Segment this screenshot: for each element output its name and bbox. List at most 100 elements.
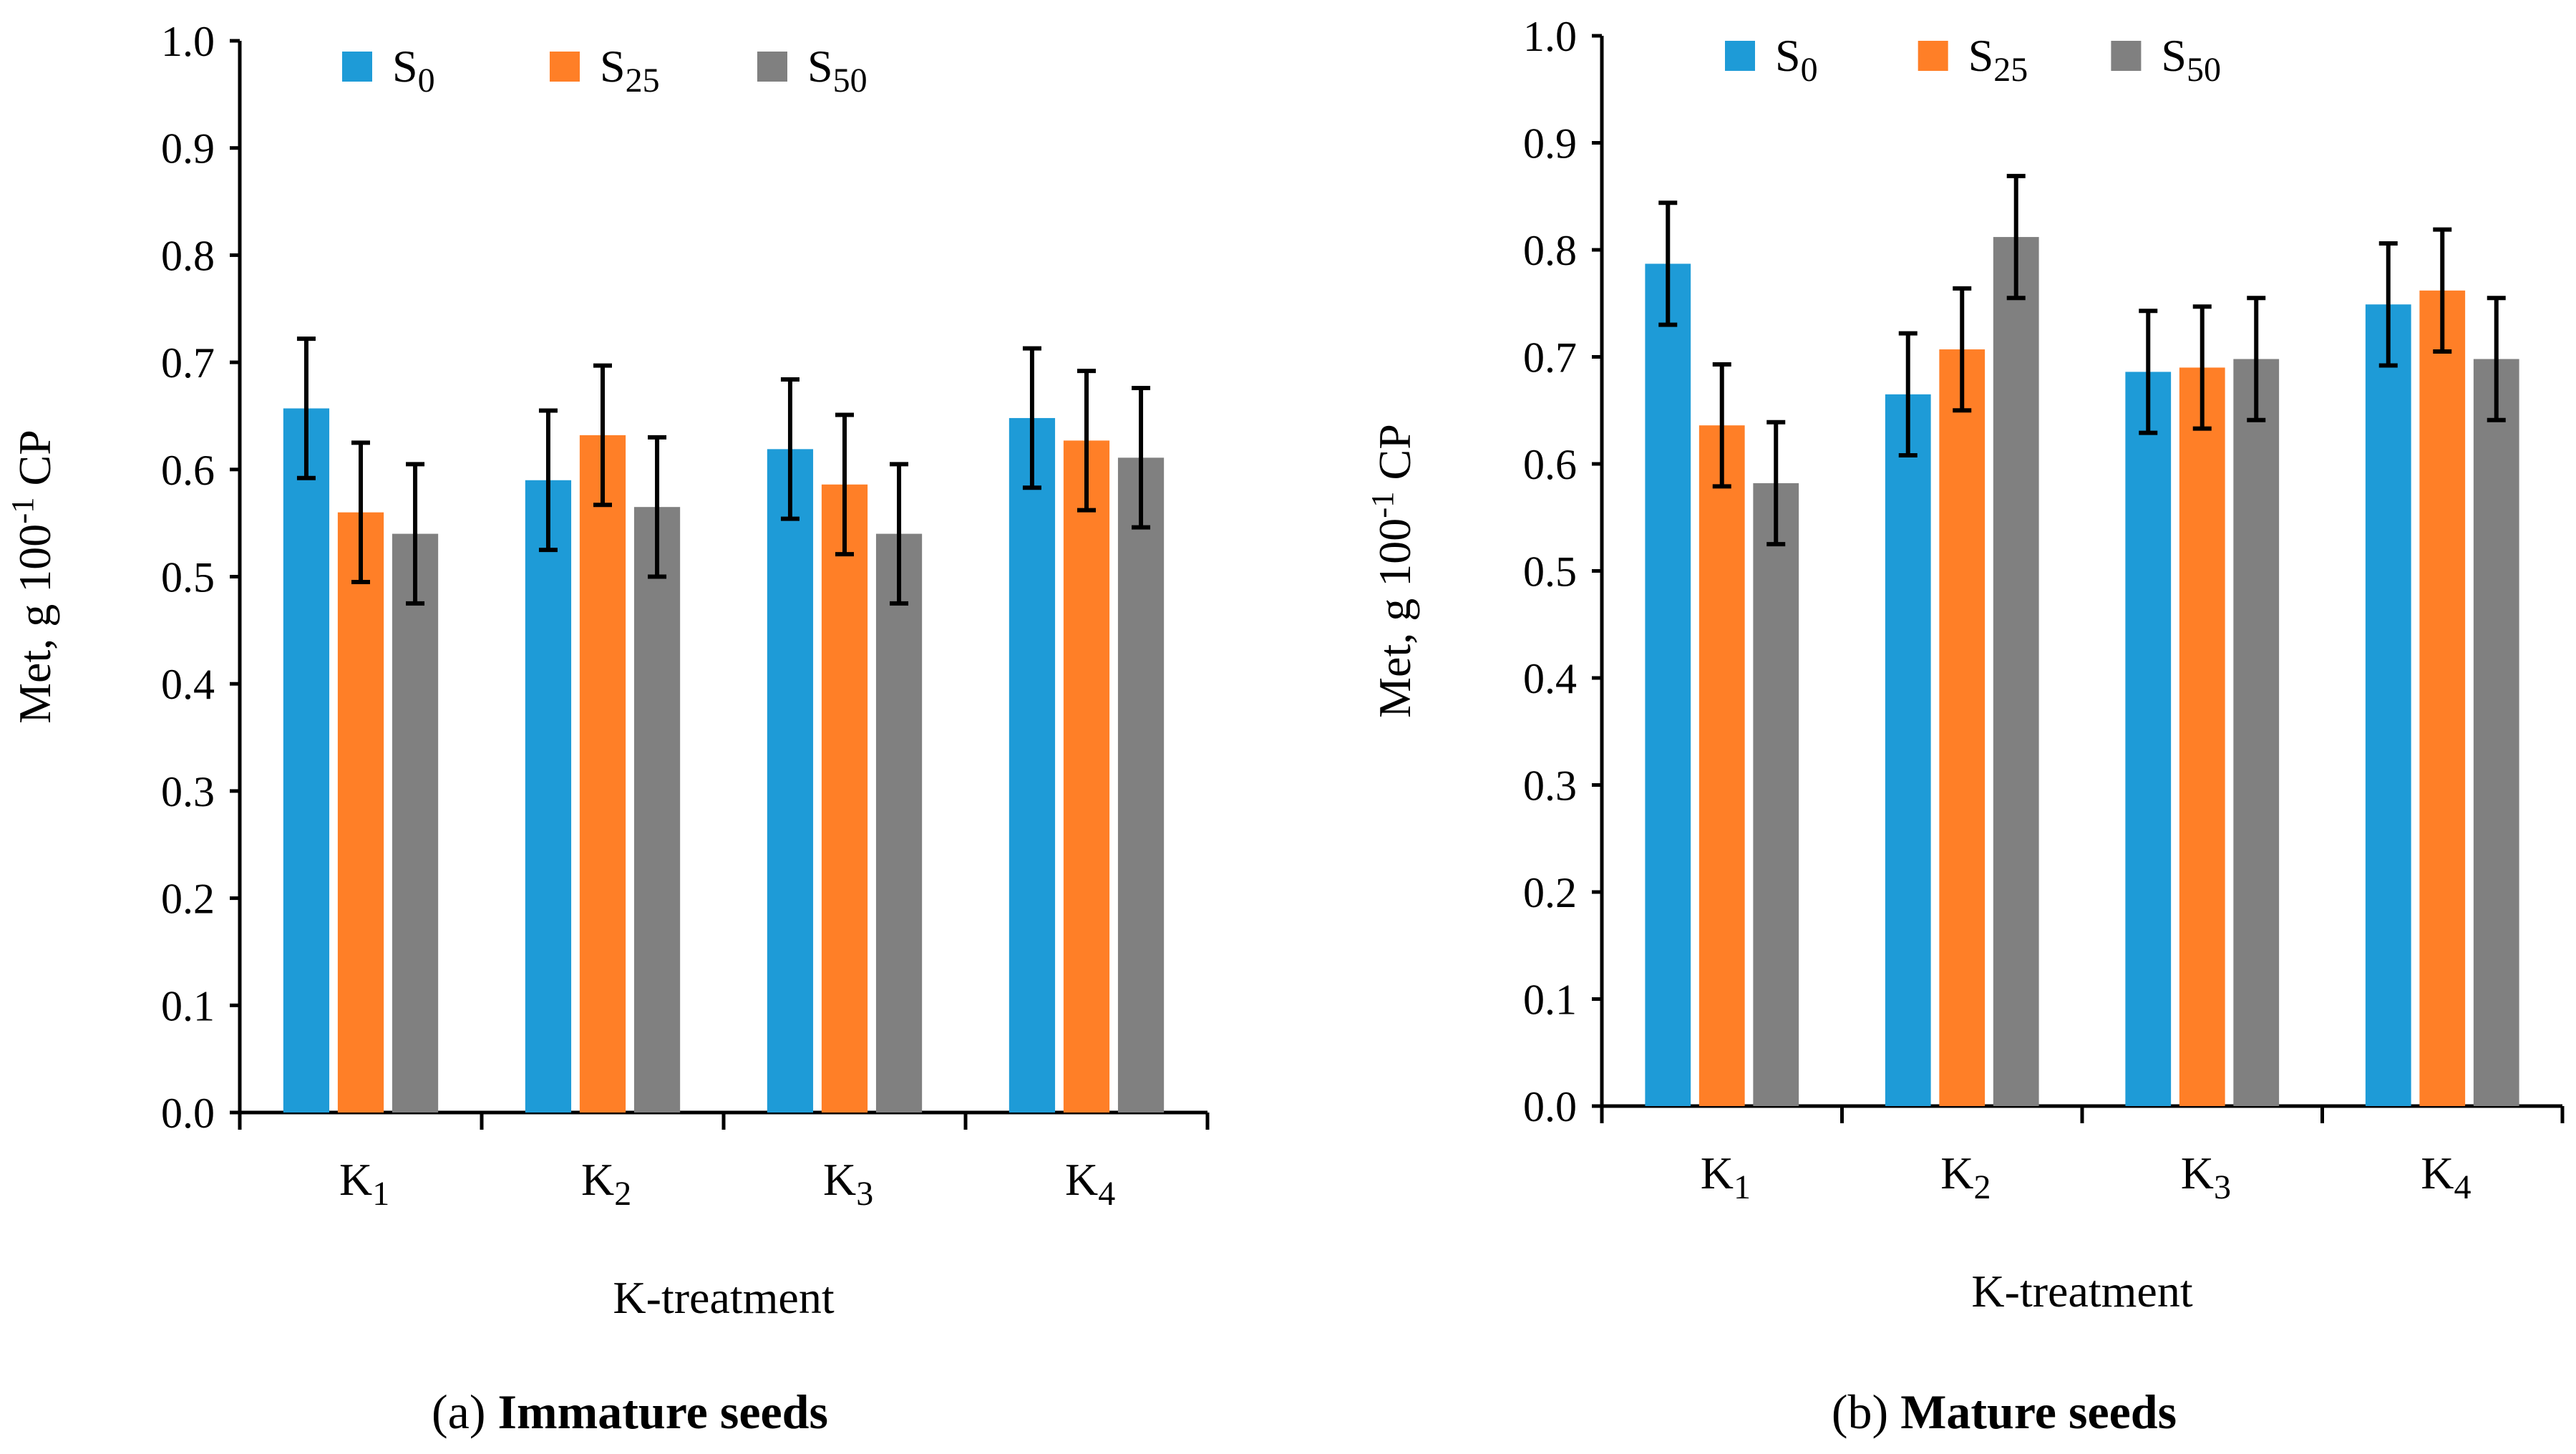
x-tick-label-K3: K3 — [823, 1154, 873, 1213]
bar-S0-K1 — [1645, 263, 1691, 1106]
legend-label-S0: S0 — [1775, 30, 1818, 89]
legend-label-S25-subscript: 25 — [1993, 51, 2028, 89]
chart-panel-b: 0.00.10.20.30.40.50.60.70.80.91.0K1 K2 K3 K… — [1364, 13, 2565, 1439]
bar-S50-K1 — [392, 533, 439, 1113]
legend-swatch-S0 — [1725, 41, 1755, 71]
y-tick-label: 0.0 — [161, 1090, 215, 1137]
x-tick-label-K1: K1 — [339, 1154, 389, 1213]
y-tick-label: 0.6 — [161, 447, 215, 494]
y-axis-title: Met, g 100-1 CP — [1364, 424, 1420, 718]
x-tick-label-K3-subscript: 3 — [856, 1175, 873, 1213]
bar-S0-K3 — [2125, 372, 2172, 1107]
bar-S0-K4 — [1008, 417, 1056, 1113]
y-tick-label: 0.2 — [161, 876, 215, 923]
x-tick-label-K4-base: K — [1065, 1154, 1098, 1205]
x-tick-label-K1-base: K — [339, 1154, 372, 1205]
y-tick-label: 0.7 — [161, 339, 215, 387]
x-tick-label-K1-base: K — [1701, 1148, 1734, 1198]
bar-S25-K2 — [579, 435, 626, 1113]
y-tick-label: 0.8 — [1523, 227, 1577, 274]
y-tick-label: 1.0 — [161, 18, 215, 65]
legend-label-S25: S25 — [600, 41, 660, 100]
x-tick-label-K4-subscript: 4 — [2454, 1168, 2471, 1206]
y-tick-label: 0.4 — [1523, 655, 1577, 702]
bar-S50-K2 — [633, 507, 681, 1113]
legend-label-S25-subscript: 25 — [626, 62, 660, 100]
legend-swatch-S25 — [550, 52, 580, 82]
chart-caption: (b) Mature seeds — [1832, 1385, 2177, 1439]
x-tick-label-K3: K3 — [2181, 1148, 2231, 1206]
caption-title: Mature seeds — [1900, 1385, 2177, 1439]
y-axis-title-main: Met, g 100 — [9, 524, 60, 724]
y-tick-label: 0.3 — [161, 768, 215, 815]
legend-label-S0-base: S — [392, 41, 418, 92]
legend-swatch-S25 — [1918, 41, 1948, 71]
legend-label-S0: S0 — [392, 41, 435, 100]
y-axis-title-superscript: -1 — [1364, 491, 1400, 518]
x-tick-label-K2-subscript: 2 — [614, 1175, 631, 1213]
legend-swatch-S50 — [757, 52, 787, 82]
y-tick-label: 0.5 — [1523, 548, 1577, 596]
y-tick-label: 0.2 — [1523, 869, 1577, 916]
bar-S25-K1 — [337, 512, 384, 1113]
x-tick-label-K1-subscript: 1 — [1734, 1168, 1751, 1206]
bar-S0-K2 — [1885, 394, 1931, 1106]
legend: S0 S25 S50 — [1725, 30, 2221, 89]
x-tick-label-K2-base: K — [581, 1154, 614, 1205]
bar-S50-K3 — [2233, 359, 2280, 1106]
legend-label-S50-base: S — [807, 41, 833, 92]
chart-caption: (a) Immature seeds — [432, 1385, 828, 1439]
legend-label-S50-base: S — [2161, 30, 2187, 81]
bar-S50-K4 — [2473, 359, 2519, 1106]
caption-panel: (a) — [432, 1385, 497, 1439]
bar-S50-K1 — [1753, 483, 1799, 1106]
x-tick-label-K4-base: K — [2421, 1148, 2454, 1198]
y-tick-label: 0.8 — [161, 232, 215, 279]
bar-S50-K4 — [1117, 457, 1165, 1113]
bar-S25-K4 — [2419, 290, 2466, 1106]
x-tick-label-K3-base: K — [823, 1154, 856, 1205]
bar-S25-K3 — [821, 484, 868, 1113]
bar-S50-K3 — [875, 533, 923, 1113]
x-tick-label-K4: K4 — [1065, 1154, 1115, 1213]
y-tick-label: 0.6 — [1523, 441, 1577, 488]
x-tick-label-K2: K2 — [1940, 1148, 1991, 1206]
bar-S25-K3 — [2179, 367, 2225, 1107]
legend-label-S50: S50 — [2161, 30, 2221, 89]
x-tick-label-K2-subscript: 2 — [1973, 1168, 1991, 1206]
chart-panel-a: 0.00.10.20.30.40.50.60.70.80.91.0K1 K2 K3 K… — [4, 18, 1210, 1439]
legend-swatch-S0 — [342, 52, 372, 82]
y-tick-label: 0.9 — [1523, 120, 1577, 168]
legend-label-S50-subscript: 50 — [2187, 51, 2221, 89]
y-tick-label: 0.9 — [161, 125, 215, 173]
bar-S0-K4 — [2365, 304, 2411, 1106]
y-axis-title-tail: CP — [9, 430, 60, 497]
y-tick-label: 0.1 — [161, 982, 215, 1029]
bar-S25-K1 — [1698, 425, 1745, 1106]
x-tick-label-K2-base: K — [1940, 1148, 1973, 1198]
x-tick-label-K1: K1 — [1701, 1148, 1751, 1206]
legend-swatch-S50 — [2111, 41, 2142, 71]
y-axis-title-tail: CP — [1369, 424, 1420, 491]
y-axis-title: Met, g 100-1 CP — [4, 430, 60, 724]
legend-label-S25-base: S — [600, 41, 626, 92]
y-axis-title-superscript: -1 — [4, 497, 40, 523]
y-tick-label: 1.0 — [1523, 13, 1577, 60]
x-tick-label-K2: K2 — [581, 1154, 631, 1213]
legend-label-S25: S25 — [1968, 30, 2028, 89]
y-tick-label: 0.0 — [1523, 1083, 1577, 1130]
legend-label-S50: S50 — [807, 41, 867, 100]
bar-S25-K4 — [1063, 440, 1110, 1113]
legend-label-S0-subscript: 0 — [418, 62, 435, 100]
x-tick-label-K3-base: K — [2181, 1148, 2214, 1198]
bar-S0-K3 — [767, 449, 814, 1113]
legend: S0 S25 S50 — [342, 41, 867, 100]
bar-S50-K2 — [1993, 237, 2039, 1106]
caption-panel: (b) — [1832, 1385, 1900, 1439]
legend-label-S25-base: S — [1968, 30, 1994, 81]
y-tick-label: 0.3 — [1523, 762, 1577, 810]
x-tick-label-K1-subscript: 1 — [372, 1175, 389, 1213]
caption-title: Immature seeds — [498, 1385, 828, 1439]
y-tick-label: 0.5 — [161, 554, 215, 601]
